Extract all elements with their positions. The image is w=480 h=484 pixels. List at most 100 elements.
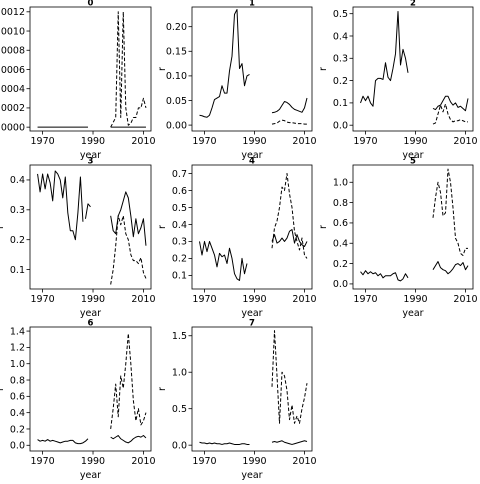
series-solid-line [199, 441, 250, 445]
x-axis-label: year [241, 470, 262, 480]
series-solid-line [271, 97, 308, 114]
x-tick-label: 1970 [353, 294, 377, 305]
x-tick-label: 1970 [31, 294, 55, 305]
subplot-title: 4 [249, 157, 255, 167]
y-tick-label: 0.2 [333, 76, 348, 87]
y-tick-label: 0.15 [166, 47, 187, 58]
subplot-6: 6 1970 1990 2010 0.0 0.2 0.4 0.6 0.8 1.0 1.2 1.4 yea… [0, 319, 156, 482]
y-tick-label: 0.0 [172, 440, 187, 451]
series-dashed-line [110, 215, 147, 285]
subplot-7: 7 1970 1990 2010 0.0 0.5 1.0 1.5 year r [157, 319, 317, 482]
y-axis-label: r [0, 387, 6, 391]
subplot-3: 3 1970 1990 2010 0.1 0.2 0.3 0.4 year r [0, 157, 156, 320]
x-tick-label: 1990 [242, 136, 266, 147]
y-tick-label: 0.10 [166, 71, 187, 82]
subplot-1: 1 1970 1990 2010 0.00 0.05 0.10 0.15 0.20 year r [157, 0, 317, 161]
subplot-title: 3 [88, 157, 94, 167]
series-solid-line [271, 440, 308, 445]
y-tick-label: 0.1 [333, 98, 348, 109]
x-tick-label: 2010 [131, 294, 155, 305]
y-tick-label: .0008 [0, 46, 25, 57]
x-axis-label: year [241, 308, 262, 319]
y-tick-label: 0.1 [172, 271, 187, 282]
x-tick-label: 1990 [242, 456, 266, 467]
x-tick-label: 2010 [131, 136, 155, 147]
series-dashed-line [271, 172, 308, 259]
subplot-title: 2 [410, 0, 416, 9]
x-axis-label: year [402, 150, 423, 161]
y-tick-label: 0006 [1, 65, 25, 76]
x-tick-label: 1990 [242, 294, 266, 305]
series-solid-line [360, 10, 409, 107]
y-tick-label: 0.6 [333, 218, 348, 229]
subplot-title: 7 [249, 319, 255, 329]
x-tick-label: 1970 [31, 456, 55, 467]
y-tick-label: 0.4 [333, 239, 348, 250]
y-tick-label: 0.8 [10, 375, 25, 386]
y-tick-label: .0002 [0, 103, 25, 114]
series-solid-line [84, 203, 91, 219]
y-axis-label: r [318, 225, 329, 229]
x-tick-label: 1990 [81, 136, 105, 147]
y-tick-label: 0.0 [10, 441, 25, 452]
subplot-title: 1 [249, 0, 255, 9]
y-tick-label: 0.00 [166, 120, 187, 131]
y-tick-label: 0.05 [166, 96, 187, 107]
y-tick-label: 0.0 [333, 121, 348, 132]
y-tick-label: 0.6 [10, 392, 25, 403]
x-tick-label: 2010 [292, 136, 316, 147]
x-tick-label: 2010 [453, 136, 477, 147]
x-tick-label: 2010 [292, 456, 316, 467]
y-tick-label: 0.2 [10, 424, 25, 435]
x-axis-label: year [80, 150, 101, 161]
y-axis-label: r [318, 67, 329, 71]
series-solid-line [110, 435, 147, 444]
series-solid-line [110, 191, 147, 246]
subplot-title: 6 [88, 319, 94, 329]
y-axis-label: r [157, 67, 168, 71]
plot-frame [191, 6, 313, 132]
y-tick-label: .0012 [0, 7, 25, 18]
y-tick-label: 0.5 [172, 203, 187, 214]
y-tick-label: 0.20 [166, 22, 187, 33]
series-solid-line [37, 170, 84, 241]
x-tick-label: 1990 [403, 294, 427, 305]
x-tick-label: 1990 [81, 294, 105, 305]
y-tick-label: 0.2 [172, 254, 187, 265]
y-tick-label: 0.3 [333, 54, 348, 65]
series-solid-line [360, 270, 409, 282]
x-tick-label: 1970 [353, 136, 377, 147]
y-tick-label: 1.0 [10, 359, 25, 370]
x-axis-label: year [241, 150, 262, 161]
y-tick-label: 1.0 [172, 368, 187, 379]
y-tick-label: .0000 [0, 122, 25, 133]
y-tick-label: 1.4 [10, 326, 25, 337]
series-dashed-line [271, 330, 308, 424]
y-tick-label: 0.6 [172, 186, 187, 197]
plot-frame [29, 6, 152, 132]
y-tick-label: .0004 [0, 84, 25, 95]
x-tick-label: 1970 [192, 294, 216, 305]
plot-frame [352, 164, 474, 290]
plot-frame [29, 326, 152, 452]
plot-frame [352, 6, 474, 132]
series-solid-line [432, 95, 469, 112]
series-solid-line [199, 8, 250, 118]
y-tick-label: 0.3 [10, 205, 25, 216]
series-solid-line [432, 261, 469, 275]
y-tick-label: 0.2 [10, 235, 25, 246]
y-axis-label: r [157, 225, 168, 229]
x-axis-label: year [402, 308, 423, 319]
series-dashed-line [271, 119, 307, 125]
y-tick-label: 0.8 [333, 198, 348, 209]
series-dashed-line [110, 333, 147, 430]
subplot-4: 4 1970 1990 2010 0.1 0.2 0.3 0.4 0.5 0.6 0.7 year r [157, 157, 317, 320]
x-tick-label: 1990 [403, 136, 427, 147]
x-tick-label: 2010 [453, 294, 477, 305]
series-dashed-line [432, 103, 468, 125]
x-tick-label: 1990 [81, 456, 105, 467]
y-tick-label: 0.5 [333, 9, 348, 20]
x-tick-label: 1970 [192, 136, 216, 147]
y-tick-label: 0.7 [172, 169, 187, 180]
y-tick-label: 0.4 [172, 220, 187, 231]
